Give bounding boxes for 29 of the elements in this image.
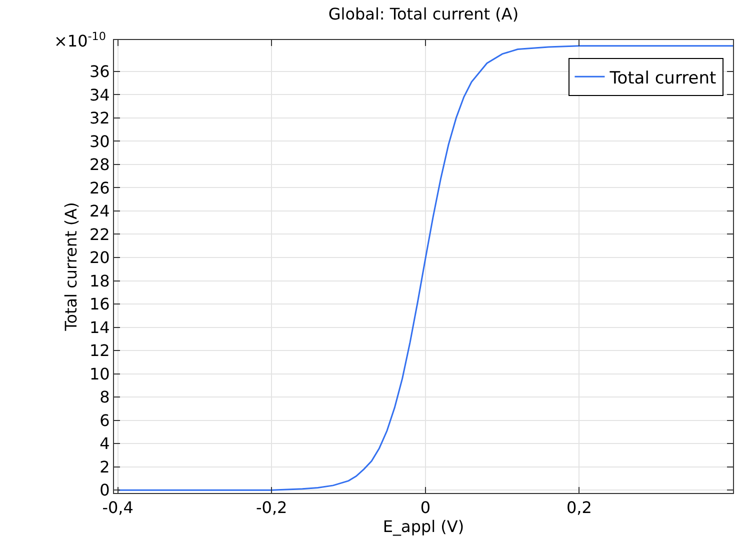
y-tick-label: 16 [89,294,110,314]
y-tick-label: 22 [89,224,110,244]
x-tick-label: -0,2 [256,498,288,518]
text: ×10$^{-10}$ [54,30,106,51]
y-tick-label: 28 [89,155,110,174]
line-series [117,45,733,491]
y-tick-label: 36 [89,62,110,81]
y-tick-label: 34 [89,85,110,104]
y-tick-label: 24 [89,202,110,221]
y-tick-label: 30 [89,132,110,151]
y-tick-label: 12 [89,341,110,360]
y-tick-label: 4 [100,434,110,454]
y-tick-label: 32 [89,108,110,128]
y-tick-label: 6 [100,410,110,430]
x-axis-title: E_appl (V) [382,517,464,536]
y-tick-label: 10 [89,364,110,384]
y-tick-label: 18 [89,271,110,290]
legend-label: Total current [608,68,716,88]
y-tick-label: 0 [100,480,110,500]
y-tick-label: 26 [89,178,110,198]
y-tick-label: 20 [89,248,110,268]
y-axis-title: Total current (A) [61,202,80,332]
x-tick-label: 0 [420,498,431,518]
chart-title: Global: Total current (A) [328,4,519,24]
y-tick-label: 8 [100,388,110,407]
x-tick-label: -0,4 [102,498,134,518]
x-tick-label: 0,2 [566,498,592,518]
y-tick-label: 14 [89,318,110,337]
y-tick-label: 2 [100,457,110,476]
